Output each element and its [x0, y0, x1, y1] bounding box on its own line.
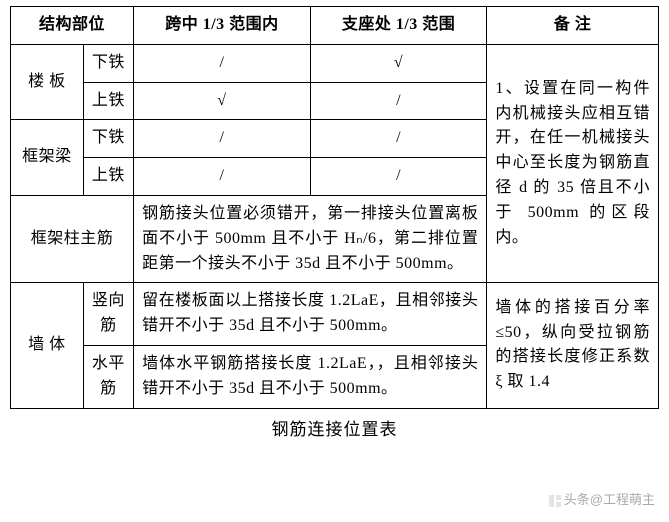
cell-floor-top-support: /: [310, 82, 487, 120]
cell-beam-label: 框架梁: [11, 120, 84, 196]
cell-column-text: 钢筋接头位置必须错开，第一排接头位置离板面不小于 500mm 且不小于 Hₙ/6…: [134, 195, 487, 282]
cell-floor-label: 楼 板: [11, 44, 84, 120]
cell-floor-top-iron: 上铁: [83, 82, 133, 120]
cell-column-label: 框架柱主筋: [11, 195, 134, 282]
cell-wall-horiz-text: 墙体水平钢筋搭接长度 1.2LaE，，且相邻接头错开不小于 35d 且不小于 5…: [134, 345, 487, 408]
header-support: 支座处 1/3 范围: [310, 7, 487, 45]
cell-wall-horiz-label: 水平筋: [83, 345, 133, 408]
table-caption: 钢筋连接位置表: [10, 409, 659, 440]
cell-floor-bottom-mid: /: [134, 44, 311, 82]
cell-beam-top-iron: 上铁: [83, 158, 133, 196]
cell-wall-vert-label: 竖向筋: [83, 283, 133, 346]
cell-note1: 1、设置在同一构件内机械接头应相互错开，在任一机械接头中心至长度为钢筋直径 d …: [487, 44, 659, 283]
watermark-text: 头条@工程萌主: [564, 492, 655, 507]
table-row: 楼 板 下铁 / √ 1、设置在同一构件内机械接头应相互错开，在任一机械接头中心…: [11, 44, 659, 82]
cell-floor-bottom-iron: 下铁: [83, 44, 133, 82]
cell-beam-top-support: /: [310, 158, 487, 196]
cell-beam-bottom-support: /: [310, 120, 487, 158]
header-structure: 结构部位: [11, 7, 134, 45]
cell-wall-vert-text: 留在楼板面以上搭接长度 1.2LaE，且相邻接头错开不小于 35d 且不小于 5…: [134, 283, 487, 346]
watermark-icon: [548, 494, 562, 508]
cell-floor-bottom-support: √: [310, 44, 487, 82]
cell-wall-label: 墙 体: [11, 283, 84, 408]
cell-beam-bottom-iron: 下铁: [83, 120, 133, 158]
table-header-row: 结构部位 跨中 1/3 范围内 支座处 1/3 范围 备 注: [11, 7, 659, 45]
cell-wall-note: 墙体的搭接百分率≤50，纵向受拉钢筋的搭接长度修正系数 ξ 取 1.4: [487, 283, 659, 408]
watermark: 头条@工程萌主: [548, 489, 655, 508]
cell-floor-top-mid: √: [134, 82, 311, 120]
table-row: 墙 体 竖向筋 留在楼板面以上搭接长度 1.2LaE，且相邻接头错开不小于 35…: [11, 283, 659, 346]
header-midspan: 跨中 1/3 范围内: [134, 7, 311, 45]
rebar-connection-table: 结构部位 跨中 1/3 范围内 支座处 1/3 范围 备 注 楼 板 下铁 / …: [10, 6, 659, 409]
cell-beam-bottom-mid: /: [134, 120, 311, 158]
header-remark: 备 注: [487, 7, 659, 45]
cell-beam-top-mid: /: [134, 158, 311, 196]
